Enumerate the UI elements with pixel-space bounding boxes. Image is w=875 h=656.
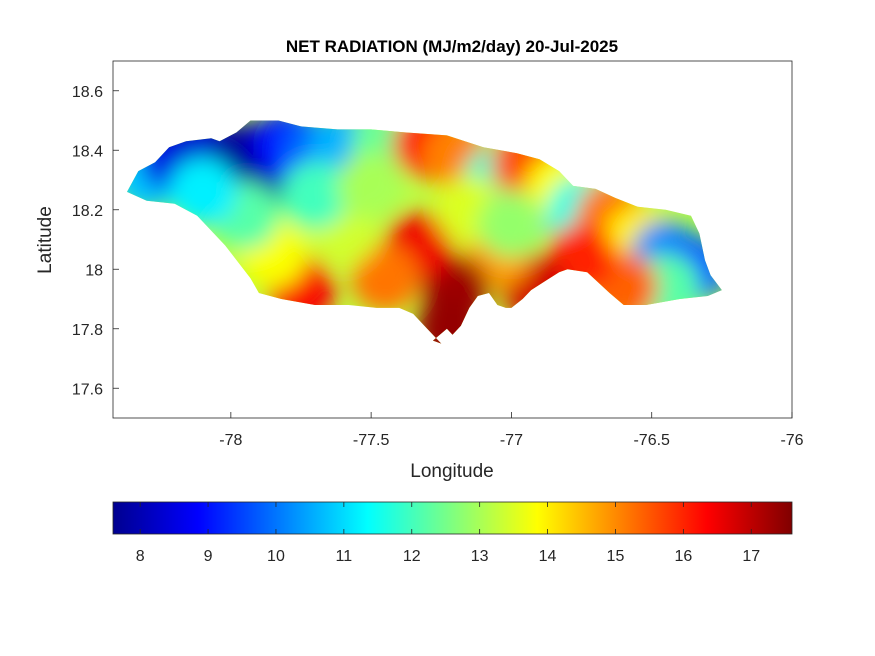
x-axis-label: Longitude [410,461,493,482]
colorbar-tick-label: 9 [204,548,213,565]
y-axis-label: Latitude [35,206,56,274]
x-tick-label: -78 [219,432,242,449]
x-tick-label: -77.5 [353,432,390,449]
colorbar-tick-label: 8 [136,548,145,565]
y-tick-label: 18.4 [72,143,103,160]
y-axis-ticks: 17.6 17.8 18 18.2 18.4 18.6 [72,84,119,398]
y-tick-label: 18.6 [72,84,103,101]
field-sample-37 [477,190,546,259]
colorbar-tick-label: 14 [539,548,557,565]
colorbar-tick-label: 16 [674,548,692,565]
colorbar-tick-label: 12 [403,548,421,565]
colorbar-tick-label: 11 [336,548,353,565]
field-sample-34 [281,160,349,229]
y-tick-label: 17.6 [72,381,103,398]
field-sample-28 [351,244,420,313]
colorbar-tick-label: 10 [267,548,285,565]
colorbar-ticks: 8 9 10 11 12 13 14 15 16 17 [136,502,760,565]
field-sample-33 [168,157,237,226]
plot-frame [112,60,793,419]
y-tick-label: 18.2 [72,203,103,220]
colorbar [112,501,793,535]
x-tick-label: -76.5 [633,432,670,449]
y-tick-label: 17.8 [72,322,103,339]
field-sample-35 [337,151,406,220]
x-axis-ticks: -78 -77.5 -77 -76.5 -76 [219,412,804,449]
colorbar-tick-label: 13 [471,548,489,565]
chart-title: NET RADIATION (MJ/m2/day) 20-Jul-2025 [286,37,618,56]
x-tick-label: -77 [500,432,523,449]
colorbar-tick-label: 17 [742,548,760,565]
x-tick-label: -76 [780,432,803,449]
y-tick-label: 18 [85,262,103,279]
colorbar-tick-label: 15 [607,548,625,565]
